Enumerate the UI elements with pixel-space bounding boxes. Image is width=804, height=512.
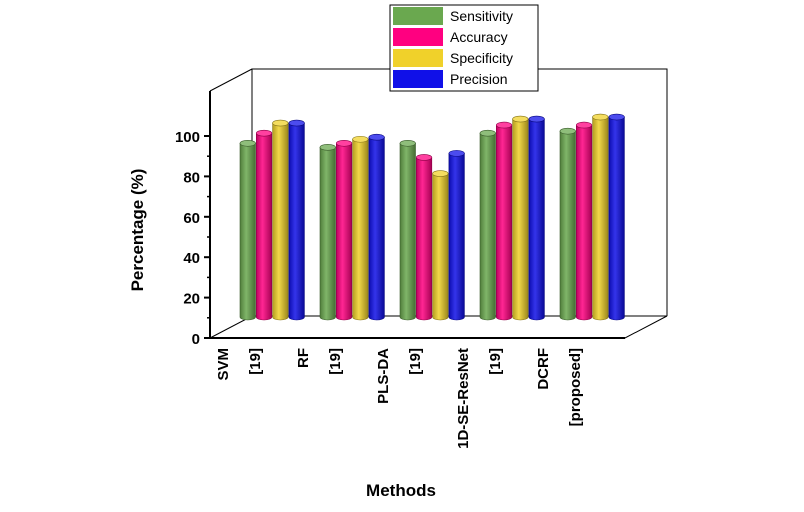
x-tick-label: RF	[295, 348, 312, 368]
bar-body	[528, 118, 545, 321]
legend-label-precision: Precision	[450, 71, 508, 87]
bar-top	[432, 170, 449, 177]
bar-body	[272, 122, 289, 321]
bar-specificity	[512, 115, 529, 321]
bar-body	[592, 116, 609, 321]
bar-body	[496, 124, 513, 321]
bar-body	[576, 124, 593, 321]
x-tick-label-ref: [19]	[327, 348, 344, 375]
bar-body	[368, 136, 385, 321]
bar-specificity	[272, 119, 289, 321]
y-tick-label: 0	[192, 331, 200, 348]
bar-accuracy	[415, 154, 433, 321]
legend-swatch-sensitivity	[393, 7, 443, 25]
y-axis-title: Percentage (%)	[128, 169, 147, 292]
legend-swatch-specificity	[393, 49, 443, 67]
bar-top	[272, 119, 289, 127]
legend-label-accuracy: Accuracy	[450, 29, 508, 45]
bars	[239, 113, 625, 321]
x-tick-label: DCRF	[535, 348, 552, 390]
bar-sensitivity	[399, 139, 416, 321]
x-tick-label-ref: [19]	[407, 348, 424, 375]
bar-top	[415, 154, 433, 161]
bar-body	[432, 173, 449, 321]
bar-sensitivity	[239, 139, 256, 321]
bar-body	[399, 142, 416, 321]
bar-body	[448, 153, 465, 321]
x-tick-label: 1D-SE-ResNet	[455, 348, 472, 449]
bar-precision	[288, 119, 305, 321]
bar-top	[512, 115, 529, 123]
y-axis: 0 20 40 60 80 100	[175, 91, 211, 348]
bar-body	[512, 118, 529, 321]
bar-top	[559, 127, 576, 135]
bar-top	[528, 115, 545, 123]
bar-top	[335, 139, 353, 147]
legend-swatch-precision	[393, 70, 443, 88]
bar-accuracy	[255, 129, 273, 321]
bar-top	[239, 139, 256, 147]
bar-top	[352, 135, 369, 143]
bar-precision	[448, 150, 465, 321]
bar-body	[288, 122, 305, 321]
bar-body	[352, 138, 369, 321]
bar-top	[479, 129, 496, 137]
bar-body	[416, 157, 433, 321]
y-tick-label: 80	[183, 169, 200, 186]
x-tick-label: SVM	[215, 348, 232, 381]
bar-top	[319, 144, 336, 151]
bar-specificity	[432, 170, 449, 321]
bar-sensitivity	[319, 144, 336, 321]
bar-body	[256, 132, 273, 321]
x-tick-label-ref: [19]	[247, 348, 264, 375]
x-tick-label: PLS-DA	[375, 348, 392, 404]
bar-accuracy	[335, 139, 353, 321]
y-tick-label: 100	[175, 129, 200, 146]
bar-precision	[608, 113, 625, 321]
legend-label-sensitivity: Sensitivity	[450, 8, 513, 24]
bar-accuracy	[495, 121, 513, 321]
legend-swatch-accuracy	[393, 28, 443, 46]
bar-body	[479, 132, 496, 321]
legend-label-specificity: Specificity	[450, 50, 513, 66]
bar-specificity	[352, 135, 369, 321]
x-axis: SVM [19] RF [19] PLS-DA [19] 1D-SE-ResNet [19] D…	[210, 337, 625, 449]
bar-body	[239, 142, 256, 321]
bar-top	[608, 113, 625, 121]
bar-top	[368, 133, 385, 141]
x-tick-label-ref: [proposed]	[567, 348, 584, 426]
bar-top	[575, 121, 593, 129]
bar-top	[288, 119, 305, 127]
bar-body	[336, 142, 353, 321]
bar-precision	[368, 133, 385, 321]
bar-sensitivity	[479, 129, 496, 321]
x-axis-title: Methods	[366, 481, 436, 500]
x-tick-label-ref: [19]	[487, 348, 504, 375]
bar-top	[592, 113, 609, 121]
bar-body	[559, 130, 576, 321]
left-wall-top-edge	[209, 68, 253, 92]
bar-top	[495, 121, 513, 129]
bar-body	[319, 147, 336, 321]
bar-accuracy	[575, 121, 593, 321]
bar-specificity	[592, 113, 609, 321]
y-tick-label: 20	[183, 291, 200, 308]
legend: Sensitivity Accuracy Specificity Precision	[389, 4, 539, 92]
bar-body	[608, 116, 625, 321]
bar-sensitivity	[559, 127, 576, 321]
bar-top	[255, 129, 273, 137]
y-tick-label: 60	[183, 210, 200, 227]
bar-top	[399, 139, 416, 147]
bar-top	[448, 150, 465, 157]
y-tick-label: 40	[183, 250, 200, 267]
bar-precision	[528, 115, 545, 321]
